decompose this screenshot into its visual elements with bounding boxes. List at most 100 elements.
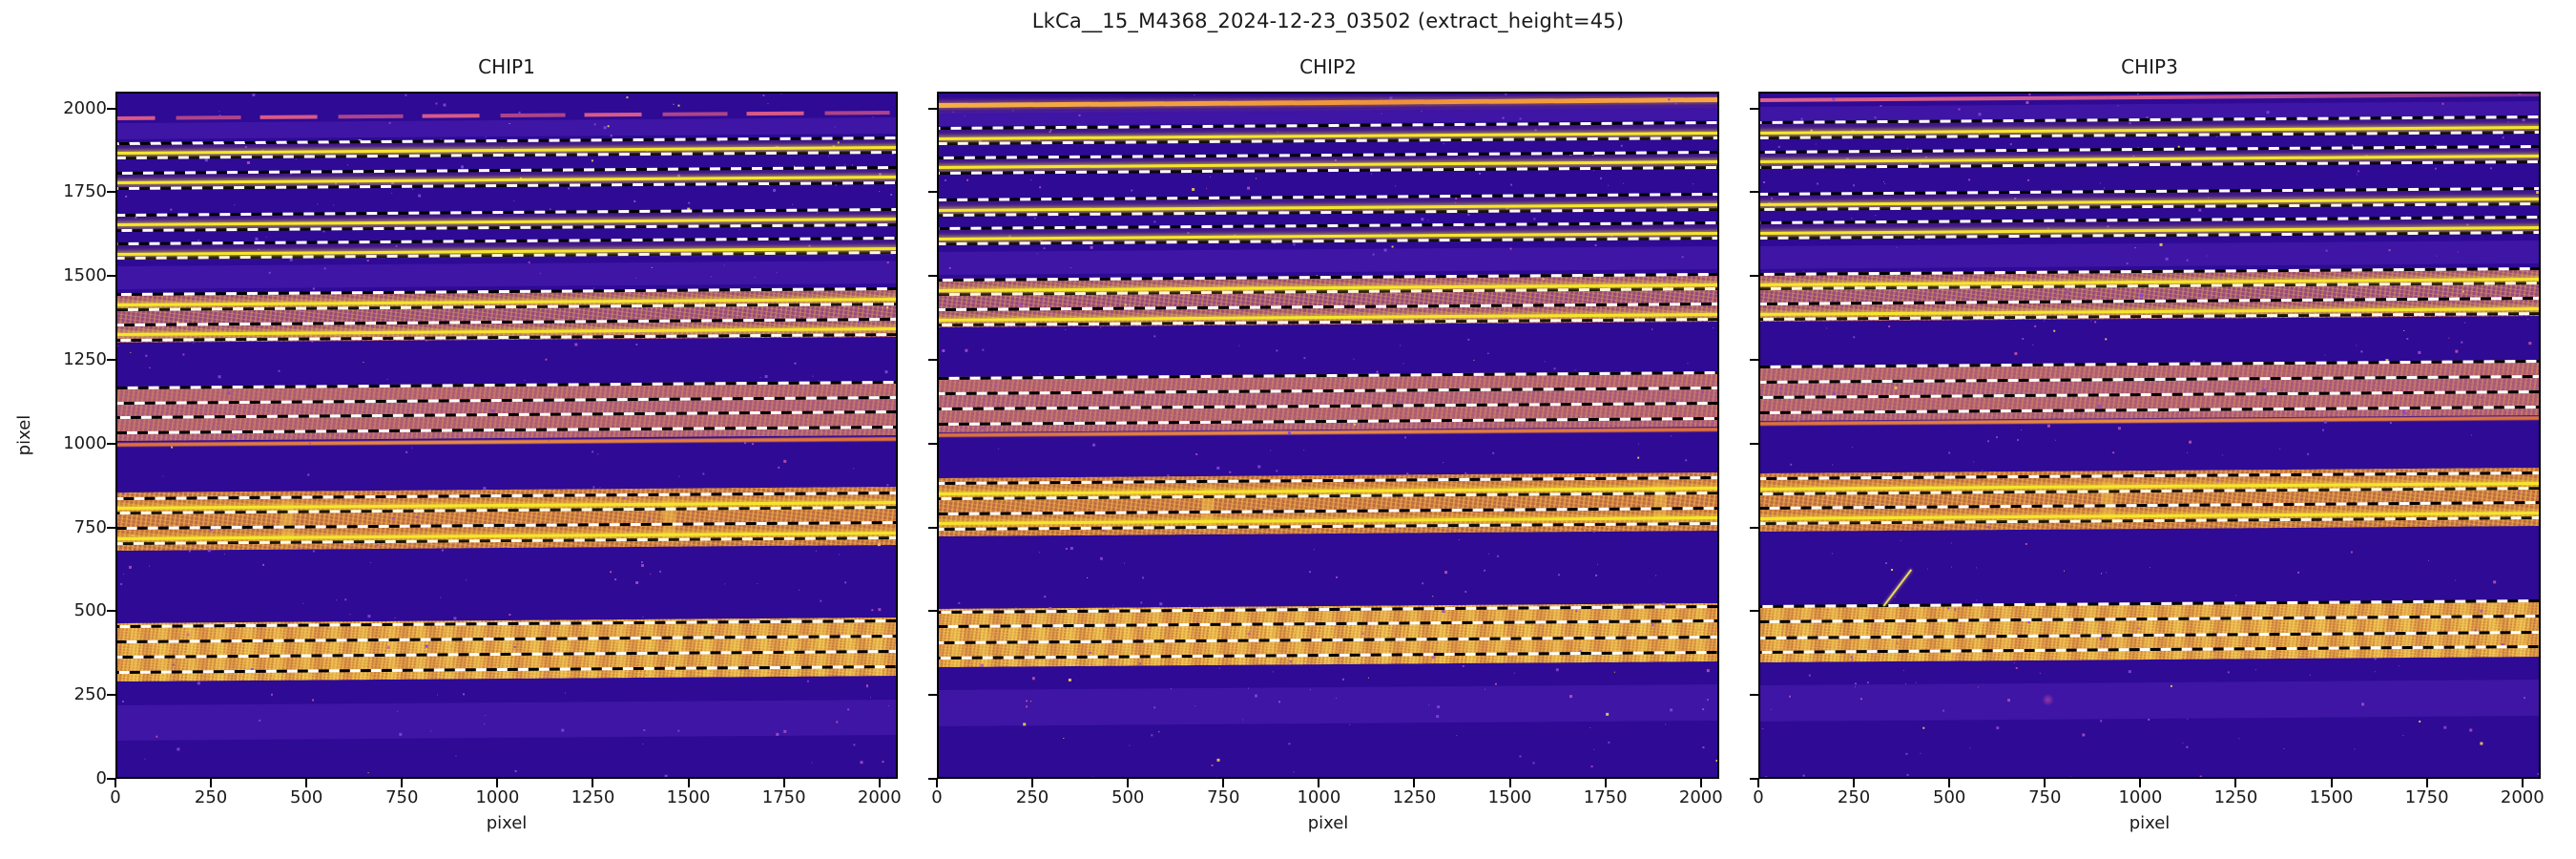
noise-speckle [1153,335,1156,338]
noise-speckle [2014,351,2018,355]
noise-speckle [2157,627,2159,629]
noise-speckle [764,374,768,378]
x-tick-label: 1250 [2213,787,2258,807]
noise-speckle [1065,329,1067,331]
noise-speckle [633,200,635,203]
noise-speckle [1443,143,1444,145]
noise-speckle [1577,422,1579,424]
noise-speckle [1494,683,1497,686]
noise-speckle [1218,668,1220,670]
noise-speckle [2360,350,2363,353]
noise-speckle [1184,396,1186,398]
noise-speckle [884,369,888,373]
noise-speckle [573,343,577,346]
noise-speckle [1100,556,1104,560]
noise-speckle [471,187,473,189]
noise-speckle [860,761,863,765]
noise-speckle [1594,243,1597,246]
faint-background-band [115,260,898,289]
x-tick-label: 250 [1015,787,1049,807]
faint-background-band [1758,680,2541,722]
noise-speckle [762,94,765,96]
noise-speckle [1159,602,1163,606]
y-tick-mark [1750,694,1758,697]
noise-speckle [2187,718,2189,720]
noise-speckle [1852,447,1854,449]
noise-speckle [442,549,445,552]
noise-speckle [545,358,548,361]
noise-speckle [1274,242,1276,244]
y-tick-mark [1750,526,1758,529]
noise-speckle [1280,502,1282,504]
noise-speckle [2356,345,2358,346]
noise-speckle [1613,672,1615,674]
noise-speckle [2015,667,2018,670]
noise-speckle [1246,186,1250,190]
noise-speckle [1391,245,1394,248]
noise-speckle [1902,669,1904,671]
noise-speckle [1574,369,1576,371]
noise-speckle [751,443,754,446]
noise-speckle [852,468,854,470]
noise-speckle [2403,329,2405,331]
noise-speckle [1153,220,1156,223]
panel-chip2: CHIP2 pixel 0 250 500 750 1000 1250 1500 1750 20… [928,0,1723,859]
noise-speckle [2436,255,2438,257]
noise-speckle [1444,570,1447,574]
cosmic-ray-streak [1882,568,1913,607]
noise-speckle [1622,182,1624,184]
noise-speckle [561,728,565,732]
noise-speckle [1068,678,1072,681]
noise-speckle [1707,669,1711,673]
noise-speckle [1608,741,1610,744]
noise-speckle [1012,110,1014,112]
noise-speckle [1584,528,1586,530]
x-tick-mark [401,779,404,787]
noise-speckle [377,544,380,547]
noise-speckle [640,563,644,567]
x-tick-label: 1500 [2309,787,2354,807]
noise-speckle [1896,246,1898,248]
x-tick-mark [2521,779,2524,787]
y-tick-label: 500 [73,600,107,621]
noise-speckle [1882,181,1884,183]
noise-speckle [1158,730,1160,732]
noise-speckle [1211,764,1214,766]
noise-speckle [313,287,316,290]
noise-speckle [979,502,981,504]
y-tick-mark [1750,442,1758,445]
noise-speckle [1484,569,1486,572]
noise-speckle [1090,245,1093,249]
noise-speckle [2435,291,2438,294]
noise-speckle [2462,290,2464,293]
noise-speckle [2186,260,2189,262]
noise-speckle [2055,440,2057,442]
noise-speckle [2117,427,2121,430]
noise-speckle [2204,318,2206,320]
noise-speckle [645,674,647,676]
noise-speckle [1557,574,1560,576]
noise-speckle [387,646,391,650]
noise-speckle [1652,623,1654,626]
noise-speckle [614,578,617,581]
chip1-title: CHIP1 [478,55,535,78]
noise-speckle [2222,454,2224,456]
noise-speckle [181,352,184,356]
noise-speckle [512,200,514,202]
noise-speckle [676,729,679,733]
noise-speckle [465,579,467,581]
x-axis-label: pixel [2129,813,2171,833]
noise-speckle [366,260,369,262]
noise-speckle [1336,698,1338,700]
noise-speckle [1702,707,1705,710]
noise-speckle [313,550,316,553]
y-tick-label: 0 [95,768,107,788]
noise-speckle [649,574,651,576]
y-tick-label: 1500 [63,265,107,286]
noise-speckle [1129,744,1131,746]
noise-speckle [397,710,399,712]
faint-background-band [937,245,1719,275]
noise-speckle [592,287,594,289]
noise-speckle [189,550,192,553]
noise-speckle [721,642,723,644]
